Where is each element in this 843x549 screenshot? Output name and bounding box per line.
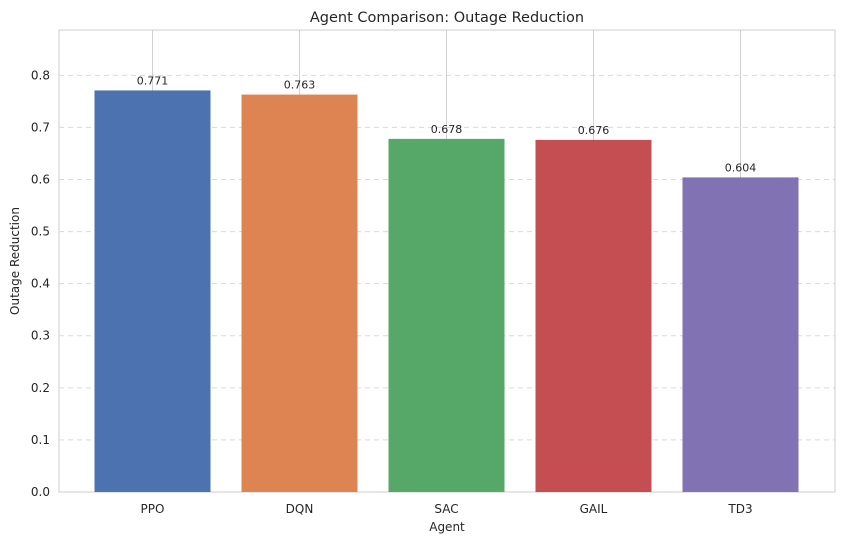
value-label: 0.763 [284,79,316,92]
x-tick-label: SAC [434,502,458,516]
value-label: 0.676 [578,124,610,137]
x-tick-label: GAIL [580,502,608,516]
value-labels-layer: 0.771 0.763 0.678 0.676 0.604 [137,74,757,174]
value-label: 0.604 [725,161,757,174]
x-axis-label: Agent [429,520,465,534]
y-tick-label: 0.6 [31,172,50,186]
bar-td3 [682,177,799,493]
y-axis-label: Outage Reduction [8,207,22,315]
y-tick-label: 0.7 [31,120,50,134]
value-label: 0.678 [431,123,463,136]
value-label: 0.771 [137,74,169,87]
bar-gail [535,139,652,492]
x-tick-label: DQN [286,502,314,516]
x-ticks-layer: PPO DQN SAC GAIL TD3 [141,502,753,516]
bar-dqn [241,94,358,492]
y-tick-label: 0.2 [31,381,50,395]
y-tick-label: 0.4 [31,277,50,291]
y-tick-label: 0.5 [31,225,50,239]
y-ticks-layer: 0.0 0.1 0.2 0.3 0.4 0.5 0.6 0.7 0.8 [31,68,50,499]
bar-ppo [94,90,211,493]
chart-title: Agent Comparison: Outage Reduction [310,10,584,26]
y-tick-label: 0.3 [31,329,50,343]
y-tick-label: 0.1 [31,433,50,447]
y-tick-label: 0.0 [31,485,50,499]
x-tick-label: PPO [141,502,165,516]
bar-sac [388,138,505,492]
y-tick-label: 0.8 [31,68,50,82]
bars-layer [94,90,799,493]
x-tick-label: TD3 [727,502,752,516]
